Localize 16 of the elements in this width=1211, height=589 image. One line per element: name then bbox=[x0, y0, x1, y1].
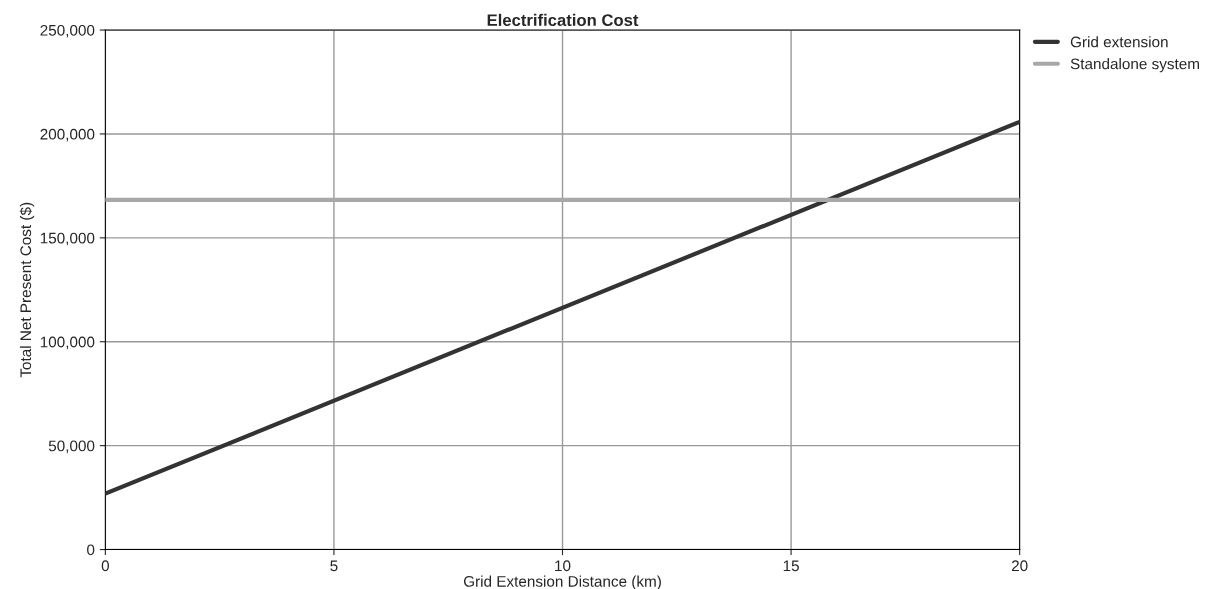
x-axis-title: Grid Extension Distance (km) bbox=[463, 575, 661, 589]
chart-title: Electrification Cost bbox=[487, 13, 639, 27]
x-tick-label: 5 bbox=[330, 560, 338, 572]
x-tick-label: 15 bbox=[783, 560, 799, 572]
y-tick-label: 50,000 bbox=[48, 440, 95, 454]
y-tick-label: 150,000 bbox=[40, 232, 95, 246]
y-tick-label: 200,000 bbox=[40, 128, 95, 142]
x-tick-label: 20 bbox=[1011, 560, 1028, 572]
y-tick-label: 250,000 bbox=[40, 24, 95, 38]
legend-label: Standalone system bbox=[1070, 58, 1199, 73]
y-tick-label: 0 bbox=[87, 544, 95, 556]
legend-label: Grid extension bbox=[1070, 36, 1168, 48]
x-tick-label: 10 bbox=[555, 560, 571, 572]
x-tick-label: 0 bbox=[101, 560, 110, 572]
y-tick-label: 100,000 bbox=[40, 336, 95, 350]
y-axis-title: Total Net Present Cost ($) bbox=[19, 202, 35, 378]
